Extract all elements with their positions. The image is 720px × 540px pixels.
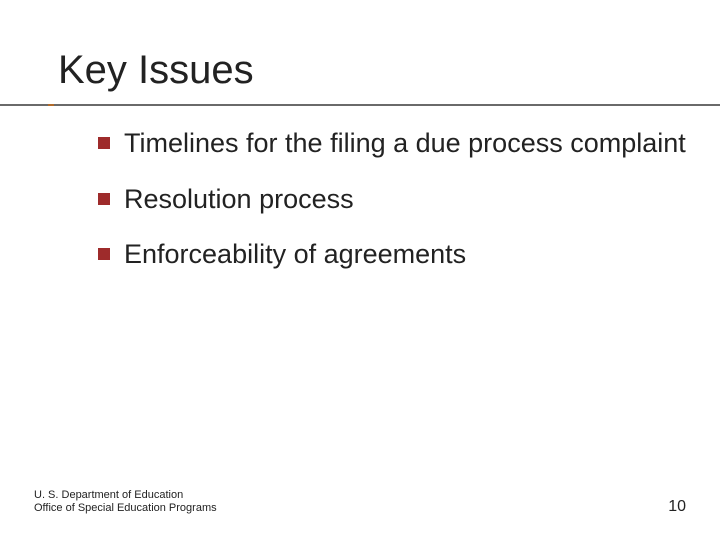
footer-line-2: Office of Special Education Programs <box>34 502 217 516</box>
content-area: Timelines for the filing a due process c… <box>98 126 690 293</box>
bullet-item: Timelines for the filing a due process c… <box>98 126 690 162</box>
slide-title: Key Issues <box>58 48 254 93</box>
title-underline-accent <box>48 104 54 106</box>
bullet-square-icon <box>98 137 110 149</box>
page-number: 10 <box>668 498 686 516</box>
bullet-square-icon <box>98 193 110 205</box>
footer-line-1: U. S. Department of Education <box>34 489 217 503</box>
bullet-item: Enforceability of agreements <box>98 237 690 273</box>
bullet-text: Resolution process <box>124 182 354 218</box>
bullet-text: Timelines for the filing a due process c… <box>124 126 686 162</box>
bullet-square-icon <box>98 248 110 260</box>
bullet-item: Resolution process <box>98 182 690 218</box>
bullet-text: Enforceability of agreements <box>124 237 466 273</box>
footer: U. S. Department of Education Office of … <box>34 489 217 517</box>
slide: Key Issues Timelines for the filing a du… <box>0 0 720 540</box>
title-underline <box>0 104 720 106</box>
